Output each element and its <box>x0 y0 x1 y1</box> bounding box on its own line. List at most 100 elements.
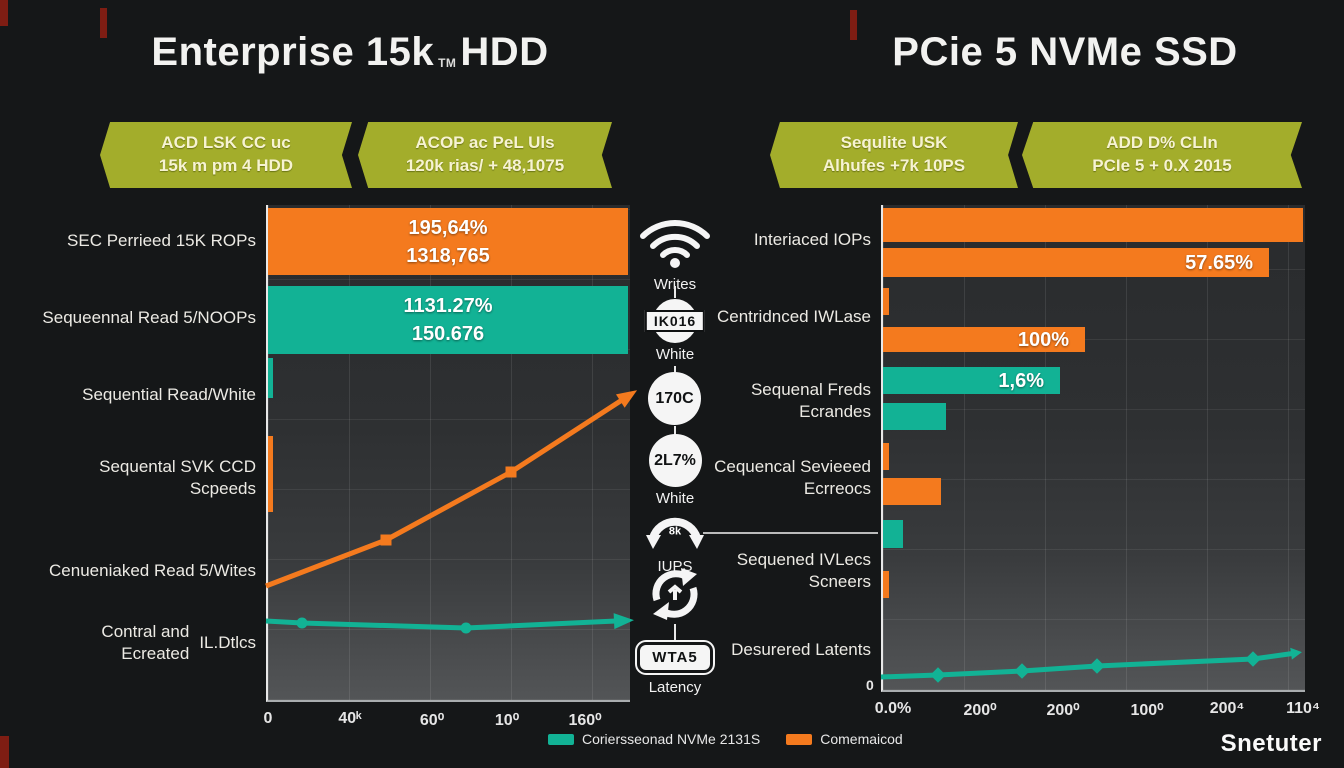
right-labels-divider <box>703 532 878 534</box>
x-axis-tick: 0.0% <box>874 700 912 717</box>
left-title-text2: HDD <box>460 29 549 74</box>
circle-stat-percent: 2L7% <box>648 434 702 487</box>
left-title-text: Enterprise 15k <box>151 29 435 74</box>
ribbon-4-line-1: ADD D% CLIn <box>1106 133 1218 153</box>
ribbon-1-line-2: 15k m pm 4 HDD <box>158 156 294 175</box>
circle-stat-170c: 170C <box>648 372 701 425</box>
connector-line <box>674 624 676 642</box>
legend-label: Coriersseonad NVMe 2131S <box>582 731 761 747</box>
right-panel-title: PCie 5 NVMe SSD <box>870 26 1260 78</box>
bar-orange <box>883 443 889 470</box>
ribbon-banner-2: ACOP ac PeL Uls 120k rias/ + 48,1075 <box>358 122 612 188</box>
bar-value-labels: 100% <box>1017 328 1069 351</box>
left-panel-title: Enterprise 15k TM HDD <box>140 26 560 78</box>
category-label: Contral and Ecreated IL.Dtlcs <box>101 621 256 663</box>
ribbon-banner-4: ADD D% CLIn PCIe 5 + 0.X 2015 <box>1022 122 1302 188</box>
connector-line <box>674 286 676 298</box>
ribbon-1-line-1: ACD LSK CC uc <box>161 133 291 153</box>
category-label: Sequened IVLecs Scneers <box>736 549 871 591</box>
bar-orange <box>883 571 889 598</box>
bar-teal <box>883 520 903 548</box>
red-accent-panel-left <box>100 8 107 38</box>
category-label: Centridnced IWLase <box>716 306 871 326</box>
legend-label: Comemaicod <box>820 731 903 747</box>
right-title-text: PCie 5 NVMe SSD <box>892 29 1238 74</box>
refresh-inner-value: 8k <box>668 525 682 538</box>
white-band-icon-group: IK016 White <box>632 299 718 363</box>
x-axis-tick: 200⁴ <box>1209 700 1245 717</box>
x-axis-tick: 0 <box>263 710 273 727</box>
ribbon-3-line-1: Sequlite USK <box>840 133 948 153</box>
category-label: Sequential Read/White <box>82 384 256 404</box>
bar-orange: 195,64% 1318,765 <box>268 208 628 275</box>
cycle-icon-group <box>632 566 718 627</box>
bar-value-labels: 1131.27% 150.676 <box>403 295 493 345</box>
x-axis-tick: 200⁰ <box>1046 702 1080 719</box>
x-axis-tick: 60⁰ <box>419 712 445 729</box>
bar-value-labels: 57.65% <box>1185 251 1253 274</box>
donut-band-icon: IK016 <box>644 299 706 343</box>
white-percent-icon-label: White <box>655 490 695 507</box>
category-label: Sequeennal Read 5/NOOPs <box>42 307 256 327</box>
bar-teal <box>268 358 273 398</box>
ribbon-2-line-2: 120k rias/ + 48,1075 <box>405 156 565 175</box>
chip-value: WTA5 <box>652 649 698 666</box>
white-percent-icon-group: 2L7% White <box>632 434 718 507</box>
y-axis-zero-label: 0 <box>866 677 874 693</box>
bar-orange: 57.65% <box>883 248 1269 277</box>
bar-orange: 100% <box>883 327 1085 352</box>
latency-chip-icon: WTA5 <box>640 645 710 670</box>
x-axis-tick: 200⁰ <box>963 702 997 719</box>
category-label: Interiaced IOPs <box>753 229 871 249</box>
category-label: Cequencal Sevieeed Ecrreocs <box>714 456 871 498</box>
category-label: Sequental SVK CCD Scpeeds <box>99 456 256 498</box>
ribbon-4-line-2: PCIe 5 + 0.X 2015 <box>1092 156 1232 175</box>
connector-line <box>674 366 676 376</box>
brand-logo-text: Snetuter <box>1220 730 1322 757</box>
x-axis-tick: 10⁰ <box>494 712 520 729</box>
bar-orange <box>883 478 941 505</box>
category-label: Cenueniaked Read 5/Wites <box>49 560 256 580</box>
bar-teal: 1,6% <box>883 367 1060 394</box>
latency-icon-label: Latency <box>648 679 702 696</box>
iups-icon-group: 8k IUPS <box>632 508 718 575</box>
refresh-arrows-icon: 8k <box>644 508 706 555</box>
band-value: IK016 <box>644 310 706 332</box>
ribbon-banner-1: ACD LSK CC uc 15k m pm 4 HDD <box>100 122 352 188</box>
wifi-icon <box>636 214 714 273</box>
bar-teal: 1131.27% 150.676 <box>268 286 628 354</box>
cycle-arrows-icon <box>647 566 703 627</box>
legend-item-nvme: Coriersseonad NVMe 2131S <box>548 731 760 747</box>
bar-orange <box>268 436 273 512</box>
circle-stat-value: 2L7% <box>654 451 696 469</box>
bar-teal <box>883 403 946 430</box>
category-label: SEC Perrieed 15K ROPs <box>67 230 256 250</box>
ribbon-3-line-2: Alhufes +7k 10PS <box>822 156 966 175</box>
bar-orange <box>883 288 889 315</box>
legend-swatch-teal <box>548 733 574 745</box>
red-accent-panel-right <box>850 10 857 40</box>
latency-icon-group: WTA5 Latency <box>632 645 718 696</box>
circle-stat-value: 170C <box>655 389 694 407</box>
ribbon-2-line-1: ACOP ac PeL Uls <box>415 133 555 153</box>
left-chart-plot-area <box>266 205 630 702</box>
category-label: Sequenal Freds Ecrandes <box>750 379 871 421</box>
bar-orange <box>883 208 1303 242</box>
red-accent-top-left <box>0 0 8 26</box>
x-axis-tick: 100⁰ <box>1130 702 1164 719</box>
legend-item-comemaicod: Comemaicod <box>786 731 903 747</box>
legend: Coriersseonad NVMe 2131S Comemaicod <box>548 731 903 747</box>
x-axis-tick: 110⁴ <box>1286 700 1320 717</box>
right-chart-plot-area <box>881 205 1305 692</box>
ribbon-banner-3: Sequlite USK Alhufes +7k 10PS <box>770 122 1018 188</box>
writes-icon-group: Writes <box>632 214 718 293</box>
category-label: Desurered Latents <box>731 639 871 659</box>
trademark-mark: TM <box>438 56 457 70</box>
x-axis-tick: 40ᵏ <box>338 710 362 727</box>
connector-line <box>674 426 676 436</box>
x-axis-tick: 160⁰ <box>568 712 602 729</box>
legend-swatch-orange <box>786 733 813 745</box>
white-band-icon-label: White <box>655 346 695 363</box>
writes-icon-label: Writes <box>653 276 697 293</box>
